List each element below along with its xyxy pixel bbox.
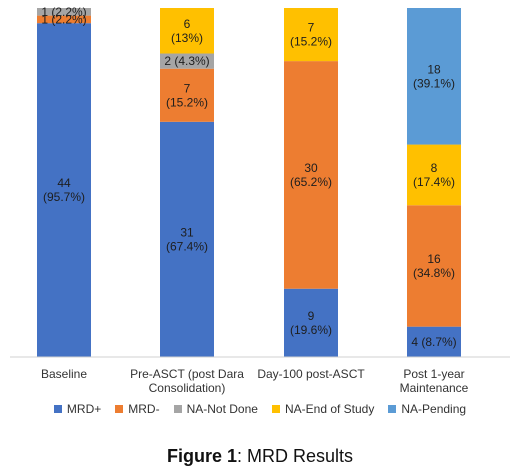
data-label-na-end-of-study-4: 8 (17.4%) xyxy=(413,161,455,189)
data-label-mrd-1: 44 (95.7%) xyxy=(43,176,85,204)
legend-swatch-mrd xyxy=(115,405,124,413)
legend-label-mrd: MRD+ xyxy=(66,402,102,416)
caption-figure-number: Figure 1 xyxy=(166,446,237,466)
data-label-mrd-2: 7 (15.2%) xyxy=(166,81,208,109)
category-label-1: Baseline xyxy=(41,367,87,381)
category-labels: Baseline Pre-ASCT (post Dara Consolidation… xyxy=(41,367,469,395)
data-label-mrd-1: 1 (2.2%) xyxy=(41,12,86,26)
legend-swatch-mrd xyxy=(53,405,62,413)
legend-item-na-pending: NA-Pending xyxy=(388,402,466,416)
bar-segment-na-end-of-study-4 xyxy=(407,144,461,206)
data-label-mrd-4: 4 (8.7%) xyxy=(411,335,456,349)
bar-segment-na-pending-4 xyxy=(407,8,461,145)
data-label-mrd-2: 31 (67.4%) xyxy=(166,225,208,253)
data-label-mrd-3: 30 (65.2%) xyxy=(290,161,332,189)
data-label-mrd-3: 9 (19.6%) xyxy=(290,309,332,337)
legend: MRD+ MRD- NA-Not Done NA-End of Study NA-Pen… xyxy=(0,402,520,416)
legend-label-na-not-done: NA-Not Done xyxy=(186,402,258,416)
legend-item-na-not-done: NA-Not Done xyxy=(173,402,258,416)
bar-segment-na-not-done-1 xyxy=(37,8,91,16)
legend-label-na-pending: NA-Pending xyxy=(401,402,467,416)
data-label-na-not-done-2: 2 (4.3%) xyxy=(164,54,209,68)
legend-label-na-end-of-study: NA-End of Study xyxy=(284,402,375,416)
figure-caption: Figure 1: MRD Results xyxy=(0,446,520,467)
legend-swatch-na-pending xyxy=(388,405,397,413)
bar-segment-na-end-of-study-3 xyxy=(284,8,338,62)
data-label-mrd-4: 16 (34.8%) xyxy=(413,252,455,280)
legend-swatch-na-not-done xyxy=(173,405,182,413)
stacked-bar-chart: 44 (95.7%) 1 (2.2%)1 (2.2%) 31 (67.4%) 7 (15.2… xyxy=(10,5,510,395)
bar-segment-mrd-1 xyxy=(37,15,91,24)
category-label-2: Pre-ASCT (post Dara Consolidation) xyxy=(130,367,244,395)
bar-segment-mrd-4 xyxy=(407,326,461,357)
legend-item-na-end-of-study: NA-End of Study xyxy=(271,402,375,416)
legend-item-mrd: MRD- xyxy=(115,402,160,416)
bar-segment-na-end-of-study-2 xyxy=(160,8,214,54)
category-label-3: Day-100 post-ASCT xyxy=(257,367,365,381)
data-label-na-not-done-1: 1 (2.2%) xyxy=(41,5,86,19)
bar-segment-mrd-2 xyxy=(160,68,214,122)
bar-segment-mrd-1 xyxy=(37,23,91,357)
data-label-na-end-of-study-2: 6 (13%) xyxy=(171,17,203,45)
legend-swatch-na-end-of-study xyxy=(271,405,280,413)
bar-segment-mrd-3 xyxy=(284,288,338,357)
legend-label-mrd: MRD- xyxy=(128,402,160,416)
bar-segment-mrd-4 xyxy=(407,205,461,327)
bar-segment-mrd-2 xyxy=(160,121,214,357)
caption-title: : MRD Results xyxy=(237,446,354,466)
bars-layer: 44 (95.7%) 1 (2.2%)1 (2.2%) 31 (67.4%) 7 (15.2… xyxy=(37,5,461,357)
data-label-na-end-of-study-3: 7 (15.2%) xyxy=(290,21,332,49)
data-label-na-pending-4: 18 (39.1%) xyxy=(413,62,455,90)
bar-segment-mrd-3 xyxy=(284,61,338,289)
category-label-4: Post 1-year Maintenance xyxy=(400,367,469,395)
bar-segment-na-not-done-2 xyxy=(160,53,214,69)
legend-item-mrd: MRD+ xyxy=(53,402,102,416)
